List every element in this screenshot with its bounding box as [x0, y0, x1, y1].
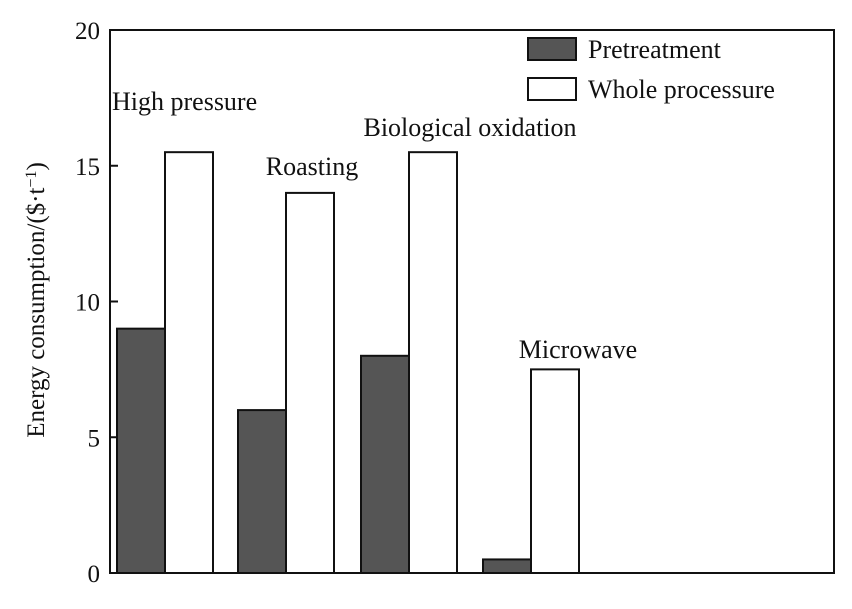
y-axis-title-exp: −1 [23, 171, 40, 188]
y-tick-label: 15 [75, 154, 100, 181]
legend-swatch-whole-processure [527, 77, 577, 101]
y-axis-title: Energy consumption/($·t−1) [23, 162, 51, 438]
y-axis-title-close: ) [23, 162, 50, 170]
legend-swatch-pretreatment [527, 37, 577, 61]
category-label-2: Biological oxidation [363, 113, 576, 142]
bar-pretreatment-0 [116, 327, 166, 574]
y-tick-label: 10 [75, 290, 100, 317]
plot-frame [109, 29, 835, 574]
category-label-0: High pressure [112, 87, 257, 116]
y-tick-label: 0 [88, 561, 101, 588]
legend-label-whole-processure: Whole processure [588, 75, 775, 104]
legend-label-pretreatment: Pretreatment [588, 35, 722, 64]
y-axis-title-main: Energy consumption/( [23, 215, 50, 437]
y-tick-label: 20 [75, 18, 100, 45]
bar-whole-processure-2 [408, 151, 458, 575]
legend: Pretreatment Whole processure [527, 35, 775, 104]
category-label-3: Microwave [519, 335, 637, 364]
bar-whole-processure-3 [530, 368, 580, 574]
bar-whole-processure-1 [285, 191, 335, 574]
bar-whole-processure-0 [164, 151, 214, 575]
y-axis-title-unit: $·t [23, 188, 50, 216]
category-label-1: Roasting [266, 152, 358, 181]
bar-pretreatment-1 [237, 409, 287, 574]
bars [116, 151, 580, 575]
bar-pretreatment-3 [482, 558, 532, 574]
y-tick-label: 5 [88, 425, 101, 452]
bar-pretreatment-2 [360, 354, 410, 574]
